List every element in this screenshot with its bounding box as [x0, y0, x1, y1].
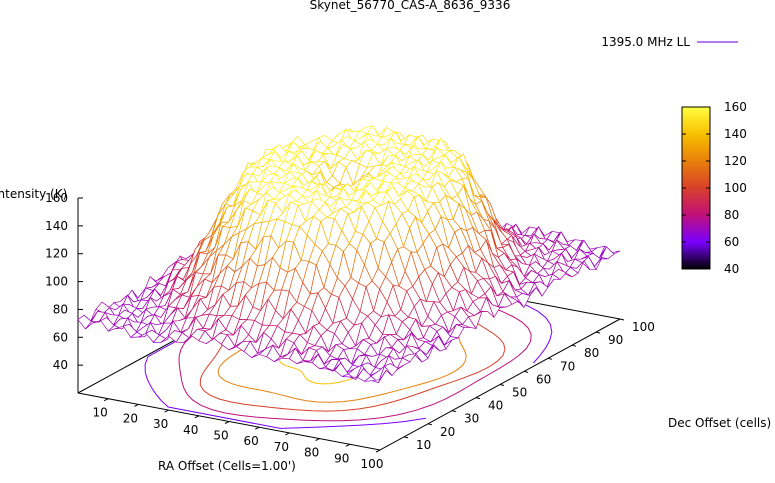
colorbar-tick-label: 100 — [724, 181, 747, 195]
x-tick — [103, 398, 109, 402]
x-tick-label: 40 — [183, 423, 198, 437]
colorbar: 40 60 80 100 120 140 160 — [681, 100, 747, 276]
y-tick-label: 50 — [512, 386, 527, 400]
colorbar-tick-label: 160 — [724, 100, 747, 114]
x-tick-label: 90 — [334, 451, 349, 465]
legend: 1395.0 MHz LL — [601, 35, 738, 49]
z-axis-label: Intensity (K) — [0, 187, 67, 201]
colorbar-ticks: 40 60 80 100 120 140 160 — [682, 100, 747, 276]
y-tick — [619, 318, 625, 321]
colorbar-tick-label: 140 — [724, 127, 747, 141]
chart-title: Skynet_56770_CAS-A_8636_9336 — [310, 0, 511, 12]
x-tick-label: 20 — [123, 411, 138, 425]
x-tick — [224, 421, 230, 424]
x-tick — [375, 449, 381, 453]
tick-labels: 10 20 30 40 50 60 70 80 90 100 10 20 30 40 50 60 70 80 90 1… — [45, 191, 655, 471]
y-tick-label: 10 — [416, 438, 431, 452]
y-tick-label: 90 — [608, 333, 623, 347]
x-tick — [285, 432, 290, 436]
x-tick-label: 10 — [93, 406, 108, 420]
x-tick-label: 60 — [244, 434, 259, 448]
surface-mesh — [77, 125, 621, 384]
colorbar-tick-label: 40 — [724, 262, 739, 276]
y-tick-label: 60 — [536, 372, 551, 386]
surface-cell — [77, 314, 92, 330]
z-tick-label: 80 — [53, 302, 68, 316]
z-tick-label: 100 — [45, 275, 68, 289]
z-tick-label: 60 — [53, 330, 68, 344]
x-tick-label: 50 — [213, 429, 228, 443]
z-tick-label: 40 — [53, 358, 68, 372]
z-tick-label: 160 — [45, 191, 68, 205]
x-tick — [315, 438, 320, 442]
y-tick — [523, 370, 529, 373]
y-tick-label: 30 — [464, 412, 479, 426]
y-tick-label: 20 — [440, 425, 455, 439]
x-tick — [194, 415, 200, 419]
y-tick-label: 100 — [632, 320, 655, 334]
y-tick — [475, 397, 481, 400]
colorbar-tick-label: 120 — [724, 154, 747, 168]
x-tick — [134, 403, 139, 407]
y-axis-label: Dec Offset (cells) — [668, 416, 771, 430]
y-tick — [427, 423, 433, 426]
z-tick-label: 140 — [45, 219, 68, 233]
x-tick — [254, 426, 260, 430]
y-tick — [403, 436, 409, 439]
x-tick — [345, 443, 351, 447]
y-tick — [547, 357, 553, 360]
y-tick-label: 80 — [584, 346, 599, 360]
x-axis-label: RA Offset (Cells=1.00') — [158, 459, 296, 473]
colorbar-tick-label: 60 — [724, 235, 739, 249]
legend-entry-label: 1395.0 MHz LL — [601, 35, 690, 49]
x-tick-label: 100 — [361, 457, 384, 471]
colorbar-tick-label: 80 — [724, 208, 739, 222]
y-tick — [451, 410, 457, 413]
x-tick-label: 70 — [274, 440, 289, 454]
y-tick — [499, 384, 505, 386]
x-tick — [164, 409, 169, 413]
y-tick-label: 40 — [488, 399, 503, 413]
colorbar-gradient — [681, 106, 711, 270]
x-tick-label: 30 — [153, 417, 168, 431]
surface-cell — [372, 370, 387, 384]
y-tick-label: 70 — [560, 359, 575, 373]
z-tick-label: 120 — [45, 247, 68, 261]
y-tick — [571, 344, 577, 347]
y-tick — [595, 331, 601, 334]
x-tick-label: 80 — [304, 446, 319, 460]
